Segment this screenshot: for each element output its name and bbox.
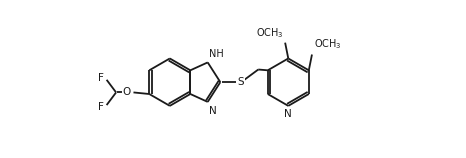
Text: S: S	[238, 77, 244, 87]
Text: OCH$_3$: OCH$_3$	[256, 26, 283, 40]
Text: F: F	[98, 73, 104, 83]
Text: F: F	[98, 102, 104, 112]
Text: N: N	[284, 109, 292, 119]
Text: N: N	[209, 106, 217, 116]
Text: O: O	[123, 87, 131, 97]
Text: OCH$_3$: OCH$_3$	[314, 38, 341, 51]
Text: NH: NH	[209, 49, 223, 59]
